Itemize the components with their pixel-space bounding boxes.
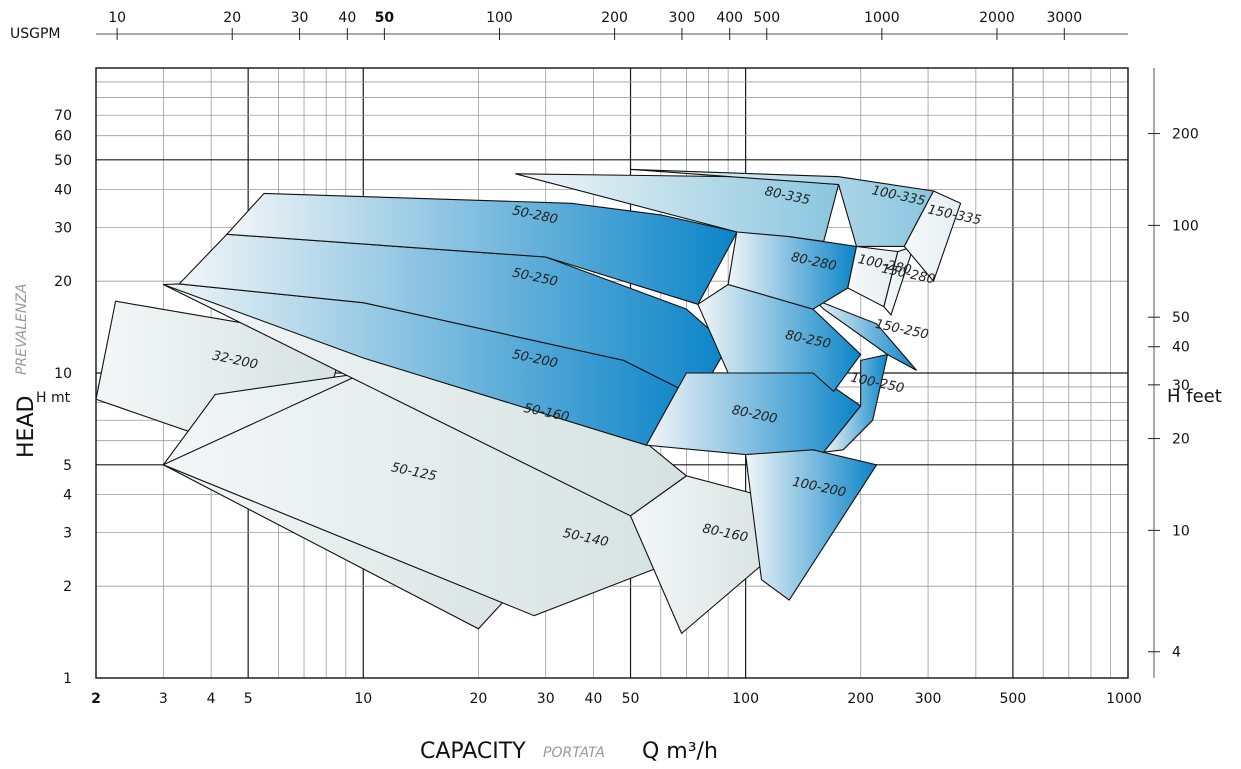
- x-tick-label: 100: [732, 691, 759, 707]
- y-axis-title: HEAD: [14, 396, 39, 458]
- y-tick-label: 1: [63, 671, 72, 687]
- top-tick-label: 400: [716, 10, 743, 26]
- top-tick-label: 50: [375, 10, 395, 26]
- region-50-280: [225, 192, 738, 305]
- region-150-250: [812, 298, 918, 371]
- axes: 2 3 4 5 10 20 30 40 50 100 200 300 500 1000 1 2 3 4 5 10 20 3…: [54, 10, 1199, 707]
- top-tick-label: 3000: [1046, 10, 1082, 26]
- top-tick-label: 2000: [979, 10, 1015, 26]
- y-tick-label: 50: [54, 153, 72, 169]
- x-tick-label: 40: [585, 691, 603, 707]
- x-tick-label: 30: [537, 691, 555, 707]
- y-tick-label: 5: [63, 458, 72, 474]
- region-80-250: [697, 283, 862, 393]
- right-tick-label: 30: [1172, 378, 1190, 394]
- x-axis-unit: Q m³/h: [642, 739, 718, 764]
- y-axis-unit: H mt: [36, 390, 71, 406]
- y-tick-label: 40: [54, 182, 72, 198]
- top-tick-label: 40: [338, 10, 356, 26]
- right-tick-label: 100: [1172, 218, 1199, 234]
- top-tick-label: 10: [108, 10, 126, 26]
- y-axis-subtitle: PREVALENZA: [14, 283, 30, 375]
- x-tick-label: 300: [915, 691, 942, 707]
- top-tick-label: 300: [669, 10, 696, 26]
- right-tick-label: 10: [1172, 523, 1190, 539]
- x-tick-label: 20: [469, 691, 487, 707]
- x-tick-label: 50: [622, 691, 640, 707]
- x-tick-label: 1000: [1106, 691, 1142, 707]
- pump-regions: [95, 168, 962, 635]
- top-tick-label: 30: [291, 10, 309, 26]
- top-tick-label: 1000: [864, 10, 900, 26]
- top-tick-label: 20: [223, 10, 241, 26]
- y-tick-label: 4: [63, 487, 72, 503]
- plot-frame: [95, 67, 1129, 679]
- region-150-335: [903, 190, 962, 283]
- right-tick-label: 20: [1172, 432, 1190, 448]
- x-tick-label: 4: [207, 691, 216, 707]
- y-tick-label: 2: [63, 579, 72, 595]
- top-tick-label: 100: [486, 10, 513, 26]
- top-tick-label: 500: [753, 10, 780, 26]
- right-tick-label: 200: [1172, 127, 1199, 143]
- right-tick-label: 4: [1172, 645, 1181, 661]
- x-axis-title: CAPACITY: [420, 739, 526, 764]
- y-tick-label: 30: [54, 220, 72, 236]
- top-axis-label: USGPM: [10, 26, 61, 42]
- y-tick-label: 70: [54, 108, 72, 124]
- right-tick-label: 40: [1172, 340, 1190, 356]
- right-tick-label: 50: [1172, 310, 1190, 326]
- y-tick-label: 60: [54, 129, 72, 145]
- region-100-200: [744, 449, 878, 601]
- top-tick-label: 200: [601, 10, 628, 26]
- y2-axis-title: H feet: [1167, 386, 1222, 407]
- x-axis-subtitle: PORTATA: [543, 745, 605, 761]
- x-tick-label: 200: [847, 691, 874, 707]
- y-tick-label: 10: [54, 366, 72, 382]
- x-tick-label: 5: [244, 691, 253, 707]
- x-tick-label: 2: [91, 691, 101, 707]
- y-tick-label: 3: [63, 525, 72, 541]
- x-tick-label: 3: [159, 691, 168, 707]
- y-tick-label: 20: [54, 274, 72, 290]
- x-tick-label: 500: [1000, 691, 1027, 707]
- x-tick-label: 10: [354, 691, 372, 707]
